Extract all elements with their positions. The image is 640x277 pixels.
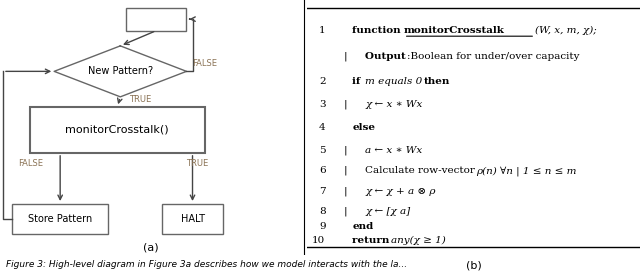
Text: New Pattern?: New Pattern? [88,66,153,76]
Text: Store Pattern: Store Pattern [28,214,92,224]
Text: Output: Output [365,52,410,61]
Text: end: end [352,222,373,231]
Bar [163,204,223,234]
Text: 2: 2 [319,77,326,86]
Text: if: if [352,77,364,86]
Text: monitorCrosstalk(): monitorCrosstalk() [65,125,169,135]
Text: TRUE: TRUE [186,159,209,168]
Text: χ ← [χ a]: χ ← [χ a] [365,207,411,216]
Text: |: | [344,166,348,176]
Bar [126,8,186,30]
Text: 3: 3 [319,100,326,109]
Text: a ← x ∗ Wx: a ← x ∗ Wx [365,146,422,155]
Text: (a): (a) [143,242,158,252]
Text: FALSE: FALSE [18,159,43,168]
Text: (b): (b) [466,260,481,270]
Text: m equals 0: m equals 0 [365,77,426,86]
Text: TRUE: TRUE [129,95,152,104]
Text: then: then [424,77,450,86]
Text: return: return [352,236,393,245]
Text: |: | [344,100,348,109]
Text: 10: 10 [312,236,326,245]
Bar [12,204,108,234]
Text: ρ(n) ∀n | 1 ≤ n ≤ m: ρ(n) ∀n | 1 ≤ n ≤ m [476,166,577,176]
Text: 6: 6 [319,166,326,175]
Text: HALT: HALT [180,214,205,224]
Bar [30,107,205,153]
Text: 4: 4 [319,123,326,132]
Text: χ ← x ∗ Wx: χ ← x ∗ Wx [365,100,423,109]
Text: |: | [344,51,348,61]
Text: any(χ ≥ 1): any(χ ≥ 1) [392,236,446,245]
Text: 1: 1 [319,26,326,35]
Text: 7: 7 [319,187,326,196]
Text: Figure 3: High-level diagram in Figure 3a describes how we model interacts with : Figure 3: High-level diagram in Figure 3… [6,260,408,268]
Text: FALSE: FALSE [193,59,218,68]
Text: Calculate row-vector: Calculate row-vector [365,166,479,175]
Text: 5: 5 [319,146,326,155]
Text: else: else [352,123,375,132]
Text: |: | [344,207,348,216]
Text: |: | [344,146,348,155]
Text: function: function [352,26,404,35]
Text: (W, x, m, χ);: (W, x, m, χ); [535,26,597,35]
Text: |: | [344,186,348,196]
Text: 8: 8 [319,207,326,216]
Text: monitorCrosstalk: monitorCrosstalk [404,26,504,35]
Text: :Boolean for under/over capacity: :Boolean for under/over capacity [408,52,580,61]
Text: 9: 9 [319,222,326,231]
Text: χ ← χ + a ⊗ ρ: χ ← χ + a ⊗ ρ [365,187,436,196]
